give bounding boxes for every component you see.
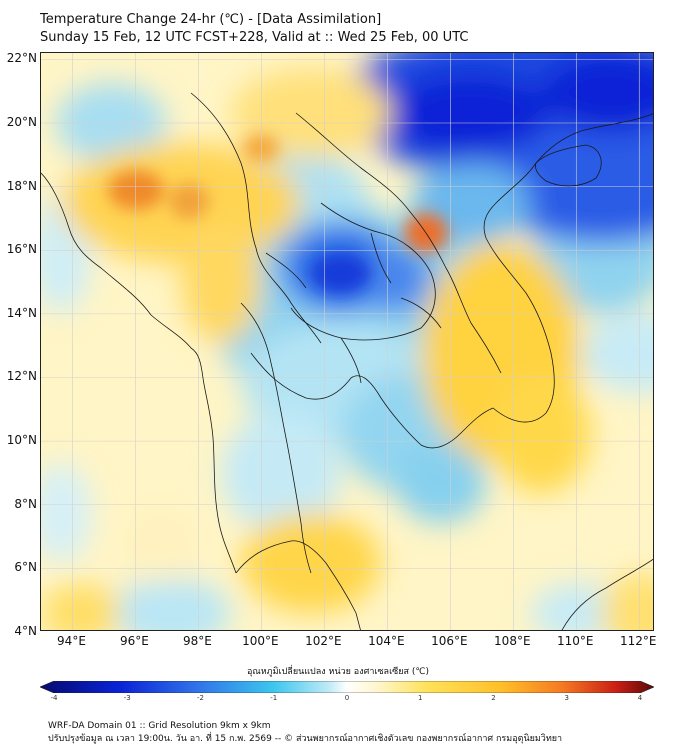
colorbar-tick-label: -1: [270, 694, 278, 702]
map-title: Temperature Change 24-hr (℃) - [Data Ass…: [40, 12, 382, 27]
colorbar-tick-label: 1: [418, 694, 423, 702]
colorbar-tick-label: 4: [637, 694, 643, 702]
x-tick-label: 112°E: [620, 634, 657, 648]
colorbar-tick-label: 3: [564, 694, 569, 702]
colorbar-label: อุณหภูมิเปลี่ยนแปลง หน่วย องศาเซลเซียส (…: [246, 667, 430, 677]
temperature-change-map: [40, 52, 654, 631]
model-info: WRF-DA Domain 01 :: Grid Resolution 9km …: [48, 721, 271, 731]
y-tick-label: 8°N: [14, 496, 37, 511]
x-tick-label: 108°E: [494, 634, 531, 648]
y-tick-label: 22°N: [6, 51, 37, 66]
map-subtitle: Sunday 15 Feb, 12 UTC FCST+228, Valid at…: [40, 30, 469, 45]
x-tick-label: 100°E: [242, 634, 279, 648]
y-tick-label: 14°N: [6, 305, 37, 320]
graticule: [41, 53, 653, 630]
x-tick-label: 94°E: [57, 634, 86, 648]
map-canvas: [41, 53, 653, 630]
colorbar-tick-label: -2: [197, 694, 204, 702]
colorbar-tick-label: -4: [50, 694, 58, 702]
y-tick-label: 20°N: [6, 114, 37, 129]
x-tick-label: 98°E: [182, 634, 212, 648]
y-tick-label: 16°N: [6, 242, 37, 257]
credit-line: ปรับปรุงข้อมูล ณ เวลา 19:00น. วัน อา. ที…: [48, 734, 563, 744]
x-tick-label: 106°E: [431, 634, 468, 648]
y-tick-label: 6°N: [14, 560, 37, 575]
y-tick-label: 4°N: [14, 624, 37, 638]
x-tick-label: 104°E: [368, 634, 405, 648]
y-tick-label: 12°N: [6, 369, 37, 384]
temperature-field: [41, 53, 653, 630]
x-tick-label: 96°E: [120, 634, 149, 648]
y-tick-label: 18°N: [6, 178, 37, 193]
y-tick-label: 10°N: [6, 433, 37, 448]
colorbar: [40, 681, 654, 693]
coastlines-borders: [41, 92, 653, 630]
colorbar-tick-label: 0: [344, 694, 350, 702]
colorbar-tick-label: -3: [123, 694, 131, 702]
x-tick-label: 110°E: [557, 634, 594, 648]
x-tick-label: 102°E: [305, 634, 342, 648]
colorbar-tick-label: 2: [491, 694, 496, 702]
